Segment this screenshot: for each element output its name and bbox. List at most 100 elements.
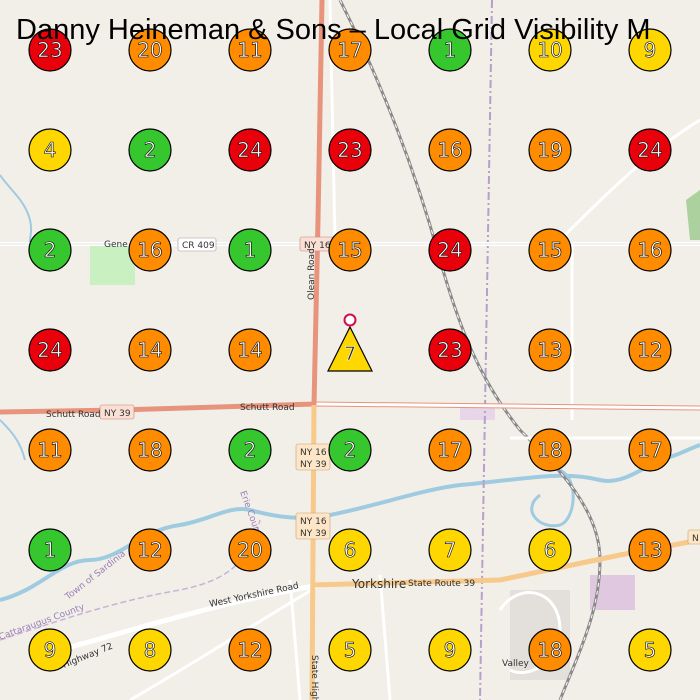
grid-marker[interactable]: 24 (28, 328, 72, 372)
grid-marker-rank: 2 (244, 438, 257, 462)
grid-marker[interactable]: 5 (628, 628, 672, 672)
grid-marker-circle (228, 28, 272, 72)
grid-marker[interactable]: 8 (128, 628, 172, 672)
grid-marker-circle (128, 528, 172, 572)
grid-marker[interactable]: 23 (428, 328, 472, 372)
grid-marker[interactable]: 20 (128, 28, 172, 72)
grid-marker[interactable]: 2 (228, 428, 272, 472)
grid-marker[interactable]: 23 (28, 28, 72, 72)
grid-marker[interactable]: 16 (428, 128, 472, 172)
grid-marker[interactable]: 24 (428, 228, 472, 272)
grid-marker[interactable]: 9 (28, 628, 72, 672)
grid-marker[interactable]: 2 (28, 228, 72, 272)
grid-marker[interactable]: 1 (28, 528, 72, 572)
grid-marker[interactable]: 16 (128, 228, 172, 272)
grid-marker[interactable]: 2 (128, 128, 172, 172)
grid-marker-rank: 23 (337, 138, 362, 162)
grid-marker[interactable]: 12 (228, 628, 272, 672)
grid-marker[interactable]: 5 (328, 628, 372, 672)
grid-marker-rank: 2 (44, 238, 57, 262)
grid-marker-rank: 11 (37, 438, 62, 462)
grid-marker[interactable]: 10 (528, 28, 572, 72)
grid-marker[interactable]: 2 (328, 428, 372, 472)
grid-marker[interactable]: 13 (528, 328, 572, 372)
grid-marker[interactable]: 16 (628, 228, 672, 272)
grid-marker-circle (128, 328, 172, 372)
grid-marker-circle (528, 328, 572, 372)
grid-marker[interactable]: 18 (528, 628, 572, 672)
grid-marker[interactable]: 11 (28, 428, 72, 472)
grid-marker-circle (328, 28, 372, 72)
grid-marker[interactable]: 12 (128, 528, 172, 572)
grid-marker[interactable]: 15 (528, 228, 572, 272)
grid-marker-rank: 16 (637, 238, 662, 262)
grid-marker-rank: 15 (337, 238, 362, 262)
grid-marker-circle (628, 328, 672, 372)
grid-marker[interactable]: 6 (328, 528, 372, 572)
grid-marker[interactable]: 17 (328, 28, 372, 72)
minor-road (498, 591, 562, 675)
grid-marker[interactable]: 4 (28, 128, 72, 172)
grid-marker-circle (28, 628, 72, 672)
grid-marker[interactable]: 20 (228, 528, 272, 572)
label-arcade-valley: Valley (502, 659, 530, 669)
grid-marker-circle (28, 128, 72, 172)
minor-road (288, 579, 302, 700)
label-state-highway: State Highw (309, 655, 319, 700)
grid-marker-circle (28, 328, 72, 372)
grid-marker-rank: 18 (537, 638, 562, 662)
west-yorkshire-road (59, 582, 321, 653)
grid-marker[interactable]: 18 (528, 428, 572, 472)
label-yorkshire: Yorkshire (351, 577, 406, 591)
grid-marker-circle (28, 228, 72, 272)
label-ny39-a: NY 39 (300, 460, 327, 470)
grid-marker[interactable]: 24 (628, 128, 672, 172)
grid-marker[interactable]: 1 (428, 28, 472, 72)
grid-marker[interactable]: 7 (428, 528, 472, 572)
grid-marker[interactable]: 17 (428, 428, 472, 472)
grid-marker[interactable]: 6 (528, 528, 572, 572)
minor-road (558, 118, 700, 242)
location-pin-icon (343, 313, 357, 327)
grid-marker[interactable]: 14 (128, 328, 172, 372)
label-ny39-left: NY 39 (104, 409, 131, 419)
park-area (90, 245, 135, 285)
label-ny16-a: NY 16 (300, 448, 327, 458)
grid-marker[interactable]: 19 (528, 128, 572, 172)
shield-ny-right (687, 529, 700, 545)
label-schutt-road-left: Schutt Road (46, 410, 101, 420)
grid-marker-circle (128, 628, 172, 672)
grid-marker[interactable]: 17 (628, 428, 672, 472)
grid-marker[interactable]: 12 (628, 328, 672, 372)
grid-marker[interactable]: 11 (228, 28, 272, 72)
shield-ny16-39-b (295, 512, 331, 540)
grid-marker-rank: 20 (237, 538, 262, 562)
grid-marker-rank: 19 (537, 138, 562, 162)
grid-marker[interactable]: 23 (328, 128, 372, 172)
grid-marker-circle (428, 328, 472, 372)
grid-marker[interactable]: 24 (228, 128, 272, 172)
grid-marker[interactable]: 15 (328, 228, 372, 272)
grid-marker-circle (628, 228, 672, 272)
grid-marker[interactable]: 1 (228, 228, 272, 272)
grid-marker-circle (128, 228, 172, 272)
center-triangle (327, 325, 373, 372)
grid-marker-circle (128, 128, 172, 172)
grid-marker-rank: 24 (437, 238, 462, 262)
label-ny16-top: NY 16 (304, 241, 331, 251)
grid-marker-circle (328, 228, 372, 272)
center-business-marker[interactable]: 7 (327, 313, 373, 372)
grid-marker-rank: 16 (437, 138, 462, 162)
grid-marker-rank: 23 (437, 338, 462, 362)
grid-marker[interactable]: 18 (128, 428, 172, 472)
grid-marker-rank: 7 (444, 538, 457, 562)
grid-marker[interactable]: 14 (228, 328, 272, 372)
grid-marker-circle (28, 528, 72, 572)
grid-marker[interactable]: 13 (628, 528, 672, 572)
grid-marker-rank: 13 (537, 338, 562, 362)
grid-marker[interactable]: 9 (428, 628, 472, 672)
grid-marker-circle (28, 28, 72, 72)
county-boundary (479, 0, 493, 700)
grid-marker[interactable]: 9 (628, 28, 672, 72)
